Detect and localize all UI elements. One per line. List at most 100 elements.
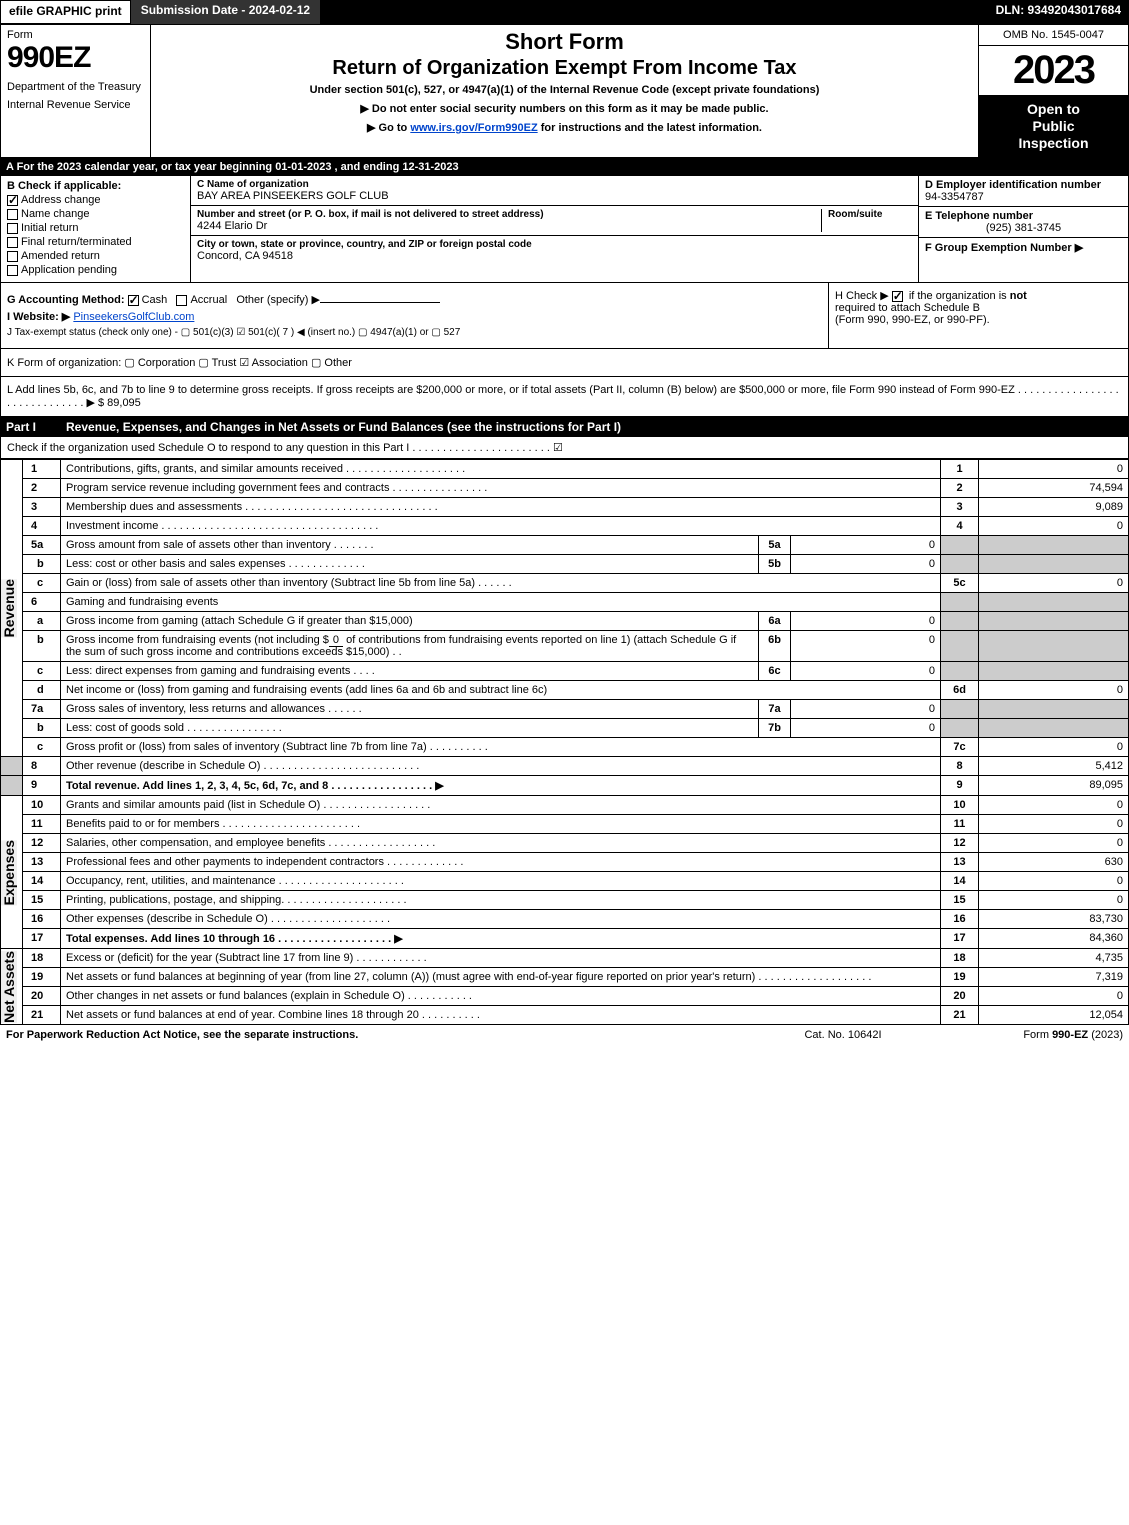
row-6: 6 Gaming and fundraising events bbox=[1, 593, 1129, 612]
section-e: E Telephone number (925) 381-3745 bbox=[919, 207, 1128, 238]
open-inspection: Open to Public Inspection bbox=[979, 95, 1128, 157]
g-label: G Accounting Method: bbox=[7, 294, 125, 306]
l10-val: 0 bbox=[979, 796, 1129, 815]
checkbox-h[interactable] bbox=[892, 291, 903, 302]
l9-num: 9 bbox=[23, 776, 61, 796]
l5a-num: 5a bbox=[23, 536, 61, 555]
l5c-val: 0 bbox=[979, 574, 1129, 593]
l7a-snum: 7a bbox=[759, 700, 791, 719]
row-11: 11Benefits paid to or for members . . . … bbox=[1, 815, 1129, 834]
l3-num: 3 bbox=[23, 498, 61, 517]
lbl-accrual: Accrual bbox=[190, 294, 227, 306]
checkbox-initial-return[interactable] bbox=[7, 223, 18, 234]
l2-rnum: 2 bbox=[941, 479, 979, 498]
website-link[interactable]: PinseekersGolfClub.com bbox=[73, 311, 194, 323]
row-7c: c Gross profit or (loss) from sales of i… bbox=[1, 738, 1129, 757]
l9-val: 89,095 bbox=[979, 776, 1129, 796]
group-exemption-label: F Group Exemption Number ▶ bbox=[925, 242, 1083, 254]
h-text3: required to attach Schedule B bbox=[835, 302, 980, 314]
city-label: City or town, state or province, country… bbox=[197, 239, 912, 250]
l4-rnum: 4 bbox=[941, 517, 979, 536]
l6b-desc: Gross income from fundraising events (no… bbox=[61, 631, 759, 662]
checkbox-amended-return[interactable] bbox=[7, 251, 18, 262]
section-c: C Name of organization BAY AREA PINSEEKE… bbox=[191, 176, 918, 282]
l15-val: 0 bbox=[979, 891, 1129, 910]
part1-header: Part I Revenue, Expenses, and Changes in… bbox=[0, 417, 1129, 437]
chk-final-return: Final return/terminated bbox=[7, 236, 184, 248]
l6b-rgrey bbox=[941, 631, 979, 662]
h-text1: H Check ▶ bbox=[835, 290, 892, 302]
dln: DLN: 93492043017684 bbox=[988, 0, 1129, 24]
row-2: 2 Program service revenue including gove… bbox=[1, 479, 1129, 498]
efile-print-button[interactable]: efile GRAPHIC print bbox=[0, 0, 131, 24]
checkbox-cash[interactable] bbox=[128, 295, 139, 306]
l1-rnum: 1 bbox=[941, 460, 979, 479]
ein-value: 94-3354787 bbox=[925, 191, 1122, 203]
header-right: OMB No. 1545-0047 2023 Open to Public In… bbox=[978, 25, 1128, 157]
l11-rnum: 11 bbox=[941, 815, 979, 834]
l6d-desc: Net income or (loss) from gaming and fun… bbox=[61, 681, 941, 700]
l19-val: 7,319 bbox=[979, 968, 1129, 987]
row-19: 19Net assets or fund balances at beginni… bbox=[1, 968, 1129, 987]
city: Concord, CA 94518 bbox=[197, 250, 912, 262]
l20-desc: Other changes in net assets or fund bala… bbox=[61, 987, 941, 1006]
l9-rnum: 9 bbox=[941, 776, 979, 796]
l5c-num: c bbox=[23, 574, 61, 593]
gh-left: G Accounting Method: Cash Accrual Other … bbox=[1, 283, 828, 348]
lbl-amended-return: Amended return bbox=[21, 250, 100, 262]
insp3: Inspection bbox=[1018, 135, 1088, 151]
h-text2: if the organization is bbox=[906, 290, 1010, 302]
row-5b: b Less: cost or other basis and sales ex… bbox=[1, 555, 1129, 574]
part1-title: Revenue, Expenses, and Changes in Net As… bbox=[66, 420, 1123, 434]
h-text4: (Form 990, 990-EZ, or 990-PF). bbox=[835, 314, 990, 326]
ein-label: D Employer identification number bbox=[925, 179, 1122, 191]
l6d-num: d bbox=[23, 681, 61, 700]
topbar-spacer bbox=[320, 0, 987, 24]
irs-link[interactable]: www.irs.gov/Form990EZ bbox=[410, 122, 537, 134]
l5b-vgrey bbox=[979, 555, 1129, 574]
l7a-rgrey bbox=[941, 700, 979, 719]
l12-num: 12 bbox=[23, 834, 61, 853]
l21-rnum: 21 bbox=[941, 1006, 979, 1025]
l1-num: 1 bbox=[23, 460, 61, 479]
checkbox-name-change[interactable] bbox=[7, 209, 18, 220]
l6b-sval: 0 bbox=[791, 631, 941, 662]
form-label: Form bbox=[7, 29, 144, 41]
chk-amended-return: Amended return bbox=[7, 250, 184, 262]
l17-num: 17 bbox=[23, 929, 61, 949]
l12-rnum: 12 bbox=[941, 834, 979, 853]
row-21: 21Net assets or fund balances at end of … bbox=[1, 1006, 1129, 1025]
l6a-desc: Gross income from gaming (attach Schedul… bbox=[61, 612, 759, 631]
l7b-desc: Less: cost of goods sold . . . . . . . .… bbox=[61, 719, 759, 738]
checkbox-accrual[interactable] bbox=[176, 295, 187, 306]
checkbox-address-change[interactable] bbox=[7, 195, 18, 206]
l20-num: 20 bbox=[23, 987, 61, 1006]
l8-desc: Other revenue (describe in Schedule O) .… bbox=[61, 757, 941, 776]
chk-application-pending: Application pending bbox=[7, 264, 184, 276]
dept-irs: Internal Revenue Service bbox=[7, 99, 144, 111]
footer-right-form: 990-EZ bbox=[1052, 1029, 1088, 1041]
l14-val: 0 bbox=[979, 872, 1129, 891]
checkbox-final-return[interactable] bbox=[7, 237, 18, 248]
row-7b: b Less: cost of goods sold . . . . . . .… bbox=[1, 719, 1129, 738]
l6a-sval: 0 bbox=[791, 612, 941, 631]
row-14: 14Occupancy, rent, utilities, and mainte… bbox=[1, 872, 1129, 891]
l6a-snum: 6a bbox=[759, 612, 791, 631]
vlabel-netassets: Net Assets bbox=[1, 951, 17, 1023]
checkbox-application-pending[interactable] bbox=[7, 265, 18, 276]
l6c-vgrey bbox=[979, 662, 1129, 681]
row-5a: 5a Gross amount from sale of assets othe… bbox=[1, 536, 1129, 555]
l21-desc: Net assets or fund balances at end of ye… bbox=[61, 1006, 941, 1025]
footer-cat: Cat. No. 10642I bbox=[743, 1029, 943, 1041]
l13-num: 13 bbox=[23, 853, 61, 872]
l5b-num: b bbox=[23, 555, 61, 574]
submission-date: Submission Date - 2024-02-12 bbox=[131, 0, 320, 24]
room-label: Room/suite bbox=[828, 209, 912, 220]
l6c-snum: 6c bbox=[759, 662, 791, 681]
section-l: L Add lines 5b, 6c, and 7b to line 9 to … bbox=[0, 377, 1129, 417]
l2-num: 2 bbox=[23, 479, 61, 498]
section-i: I Website: ▶ PinseekersGolfClub.com bbox=[7, 310, 822, 323]
l16-rnum: 16 bbox=[941, 910, 979, 929]
l13-rnum: 13 bbox=[941, 853, 979, 872]
row-8: 8 Other revenue (describe in Schedule O)… bbox=[1, 757, 1129, 776]
